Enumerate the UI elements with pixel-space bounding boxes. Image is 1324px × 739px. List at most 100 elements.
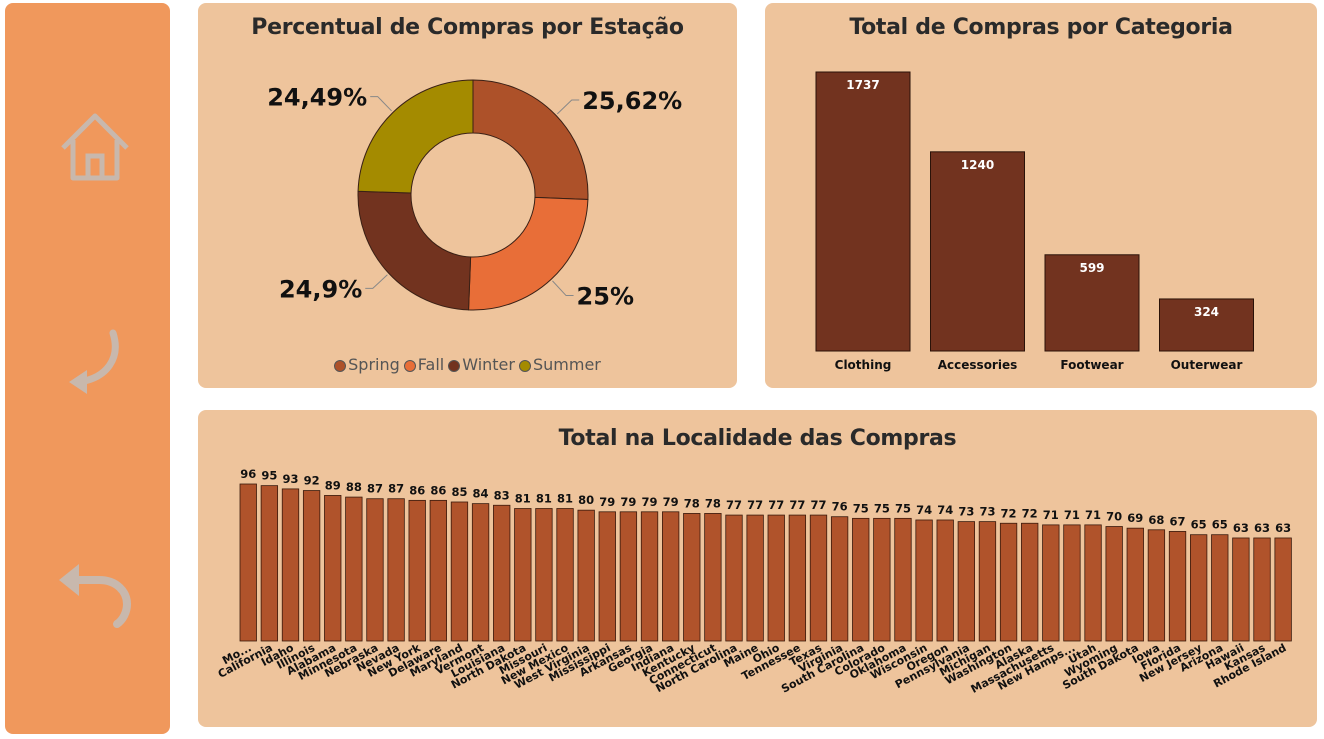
state-bar-panel: Total na Localidade das Compras 96 Mo... 9… [198, 410, 1317, 727]
state-value-label: 78 [705, 496, 721, 510]
state-value-label: 93 [282, 472, 298, 486]
state-bar-alaska[interactable] [1021, 522, 1039, 642]
state-bar-south-carolina[interactable] [852, 517, 870, 642]
state-bar-mississippi[interactable] [598, 511, 616, 642]
state-bar-nebraska[interactable] [366, 498, 384, 642]
legend-item-winter[interactable]: Winter [448, 355, 515, 374]
state-value-label: 71 [1085, 508, 1101, 522]
home-icon[interactable] [55, 108, 135, 188]
category-bar-outerwear[interactable] [1159, 298, 1254, 352]
category-bar-clothing[interactable] [815, 71, 911, 352]
state-bar-oklahoma[interactable] [894, 517, 912, 642]
state-bar-mo[interactable] [239, 483, 257, 642]
state-bar-west-virginia[interactable] [577, 509, 595, 642]
state-value-label: 71 [1043, 508, 1059, 522]
state-bar-tennessee[interactable] [788, 514, 807, 642]
state-value-label: 80 [578, 493, 594, 507]
category-bar-chart: 1737 Clothing 1240 Accessories 599 Footwear 32… [815, 71, 1254, 372]
state-bar-wyoming[interactable] [1105, 526, 1123, 642]
state-value-label: 72 [1022, 506, 1038, 520]
state-value-label: 85 [451, 485, 467, 499]
category-tick-label: Accessories [938, 358, 1018, 372]
state-value-label: 89 [325, 478, 341, 492]
category-bar-accessories[interactable] [930, 151, 1025, 352]
state-bar-california[interactable] [260, 485, 279, 642]
legend-item-summer[interactable]: Summer [518, 355, 601, 374]
donut-slice-winter[interactable] [357, 190, 472, 311]
state-bar-pennsylvania[interactable] [957, 521, 975, 642]
state-bar-washington[interactable] [999, 522, 1018, 642]
state-bar-michigan[interactable] [978, 521, 997, 642]
state-bar-illinois[interactable] [302, 490, 321, 642]
state-bar-new-mexico[interactable] [556, 508, 574, 642]
state-bar-missouri[interactable] [535, 508, 553, 642]
state-bar-vermont[interactable] [471, 503, 490, 642]
category-bar-panel: Total de Compras por Categoria 1737 Cloth… [765, 3, 1317, 388]
state-bar-oregon[interactable] [936, 519, 954, 642]
state-value-label: 77 [789, 498, 805, 512]
donut-leader-line [552, 280, 574, 297]
state-bar-arizona[interactable] [1211, 534, 1229, 642]
category-bar-footwear[interactable] [1044, 254, 1140, 352]
state-bar-maine[interactable] [746, 514, 764, 642]
donut-slice-spring[interactable] [472, 79, 589, 200]
state-bar-kentucky[interactable] [683, 513, 701, 642]
state-bar-arkansas[interactable] [619, 511, 638, 642]
state-bar-alabama[interactable] [324, 495, 342, 642]
category-value-label: 324 [1194, 305, 1219, 319]
state-bar-florida[interactable] [1168, 531, 1187, 642]
state-bar-maryland[interactable] [450, 501, 469, 642]
state-value-label: 75 [853, 501, 869, 515]
state-bar-minnesota[interactable] [345, 496, 363, 642]
state-bar-utah[interactable] [1084, 524, 1102, 642]
state-value-label: 86 [409, 483, 425, 497]
state-bar-georgia[interactable] [640, 511, 659, 642]
state-bar-colorado[interactable] [873, 517, 891, 642]
state-bar-new-york[interactable] [408, 499, 426, 642]
state-value-label: 87 [367, 482, 383, 496]
state-bar-nevada[interactable] [387, 498, 405, 642]
state-bar-ohio[interactable] [767, 514, 785, 642]
state-value-label: 88 [346, 480, 362, 494]
state-value-label: 79 [642, 495, 658, 509]
undo-icon[interactable] [55, 558, 135, 638]
state-value-label: 67 [1170, 514, 1186, 528]
donut-slice-summer[interactable] [357, 79, 474, 194]
state-bar-texas[interactable] [809, 514, 828, 642]
state-bar-virginia[interactable] [830, 516, 849, 642]
state-bar-louisiana[interactable] [493, 504, 511, 642]
state-value-label: 63 [1254, 521, 1270, 535]
state-bar-idaho[interactable] [281, 488, 300, 642]
state-bar-connecticut[interactable] [704, 513, 722, 642]
state-value-label: 68 [1148, 513, 1164, 527]
state-value-label: 77 [747, 498, 763, 512]
state-bar-wisconsin[interactable] [915, 519, 933, 642]
state-bar-iowa[interactable] [1147, 529, 1166, 642]
state-bar-indiana[interactable] [661, 511, 680, 642]
state-bar-south-dakota[interactable] [1126, 527, 1144, 642]
state-bar-north-carolina[interactable] [725, 514, 743, 642]
legend-item-fall[interactable]: Fall [403, 355, 445, 374]
state-value-label: 92 [304, 474, 320, 488]
legend-label: Fall [417, 355, 445, 374]
state-value-label: 69 [1127, 511, 1143, 525]
state-bar-north-dakota[interactable] [514, 508, 532, 642]
legend-item-spring[interactable]: Spring [334, 355, 400, 374]
state-bar-kansas[interactable] [1253, 537, 1271, 642]
state-value-label: 87 [388, 482, 404, 496]
category-value-label: 1240 [961, 158, 994, 172]
state-value-label: 81 [536, 492, 552, 506]
state-bar-delaware[interactable] [429, 499, 447, 642]
state-bar-new-jersey[interactable] [1190, 534, 1208, 642]
state-bar-massachusetts[interactable] [1042, 524, 1060, 642]
season-donut-chart: 25,62% 25% 24,9% 24,49% [267, 79, 682, 311]
state-value-label: 96 [240, 467, 256, 481]
donut-slice-fall[interactable] [468, 196, 589, 311]
state-bar-hawaii[interactable] [1232, 537, 1250, 642]
state-bar-rhode-island[interactable] [1274, 537, 1292, 642]
state-bar-new-hamps[interactable] [1063, 524, 1081, 642]
back-arrow-icon[interactable] [55, 328, 135, 408]
category-chart-title: Total de Compras por Categoria [849, 15, 1233, 40]
state-value-label: 73 [958, 505, 974, 519]
state-value-label: 71 [1064, 508, 1080, 522]
